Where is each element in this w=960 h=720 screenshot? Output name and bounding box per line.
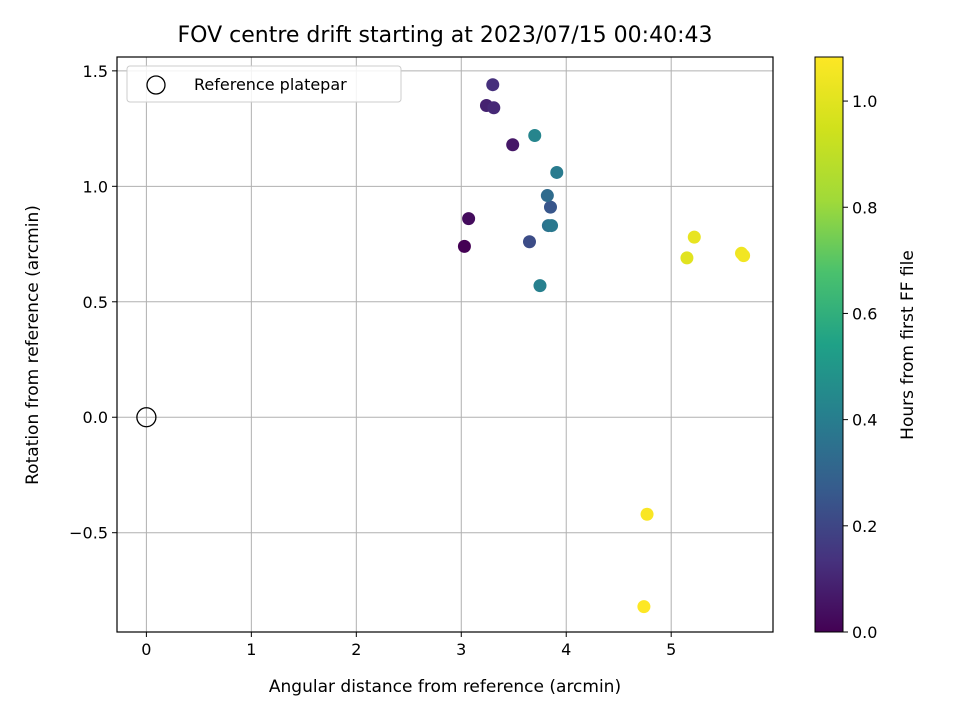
data-point <box>737 249 751 263</box>
colorbar-tick-label: 0.0 <box>852 623 877 642</box>
y-tick-label: 1.5 <box>83 62 108 81</box>
data-point <box>543 200 557 214</box>
x-axis-label: Angular distance from reference (arcmin) <box>269 677 621 697</box>
x-tick-label: 3 <box>456 640 466 659</box>
colorbar-tick-label: 0.2 <box>852 517 877 536</box>
colorbar: 0.0 0.2 0.4 0.6 0.8 1.0 Hours from first FF f… <box>814 56 918 642</box>
x-tick-label: 5 <box>666 640 676 659</box>
data-point <box>457 239 471 253</box>
data-point <box>540 189 554 203</box>
data-point <box>640 507 654 521</box>
reference-layer <box>136 407 157 428</box>
x-tick-label: 0 <box>141 640 151 659</box>
y-tick-label: 1.0 <box>83 177 108 196</box>
colorbar-label: Hours from first FF file <box>898 250 918 440</box>
x-tick-label: 1 <box>246 640 256 659</box>
data-point <box>462 212 476 226</box>
legend-box <box>126 65 402 103</box>
x-axis: 0 1 2 3 4 5 <box>141 632 676 659</box>
y-tick-label: 0.5 <box>83 293 108 312</box>
grid <box>117 57 773 632</box>
chart-title: FOV centre drift starting at 2023/07/15 … <box>178 23 713 48</box>
colorbar-ticks: 0.0 0.2 0.4 0.6 0.8 1.0 <box>843 92 877 642</box>
data-point <box>522 235 536 249</box>
data-point <box>528 129 542 143</box>
colorbar-tick-label: 0.6 <box>852 304 877 323</box>
colorbar-gradient <box>814 56 844 633</box>
points-layer <box>457 78 751 614</box>
data-point <box>687 230 701 244</box>
legend: Reference platepar <box>126 65 402 103</box>
reference-point <box>136 407 157 428</box>
data-point <box>533 279 547 293</box>
colorbar-tick-label: 1.0 <box>852 92 877 111</box>
x-tick-label: 4 <box>561 640 571 659</box>
y-axis-label: Rotation from reference (arcmin) <box>23 205 43 485</box>
colorbar-tick-label: 0.4 <box>852 411 877 430</box>
data-point <box>550 165 564 179</box>
data-point <box>486 78 500 92</box>
legend-entry-label: Reference platepar <box>194 75 347 94</box>
data-point <box>487 101 501 115</box>
plot-frame <box>116 56 774 633</box>
legend-marker-icon <box>146 75 166 95</box>
data-point <box>637 600 651 614</box>
y-axis: −0.5 0.0 0.5 1.0 1.5 <box>69 62 117 543</box>
x-tick-label: 2 <box>351 640 361 659</box>
data-point <box>680 251 694 265</box>
y-tick-label: 0.0 <box>83 408 108 427</box>
y-tick-label: −0.5 <box>69 524 108 543</box>
data-point <box>506 138 520 152</box>
data-point <box>545 219 559 233</box>
colorbar-tick-label: 0.8 <box>852 198 877 217</box>
